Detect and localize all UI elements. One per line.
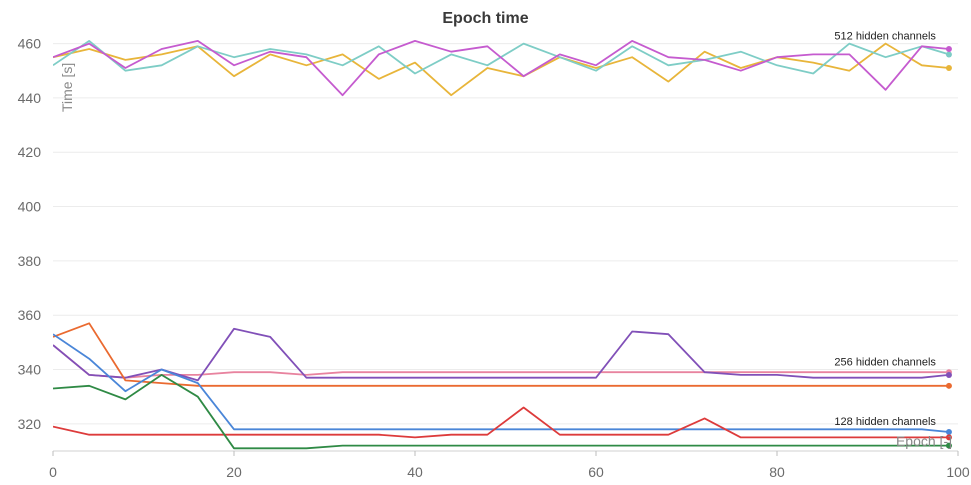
x-tick-label: 100 (946, 464, 970, 480)
x-tick-label: 0 (49, 464, 57, 480)
series-line-8 (53, 406, 949, 439)
x-tick-label: 40 (407, 464, 423, 480)
series-end-point-8 (945, 434, 952, 441)
annotation-label: 128 hidden channels (834, 416, 936, 428)
series-end-point-1 (945, 65, 952, 72)
x-tick-label: 80 (769, 464, 785, 480)
series-end-point-7 (945, 428, 952, 435)
annotation-label: 256 hidden channels (834, 356, 936, 368)
y-tick-label: 400 (18, 199, 42, 215)
series-line-2 (53, 40, 950, 75)
series-line-9 (53, 373, 949, 450)
y-tick-label: 340 (18, 362, 42, 378)
y-tick-label: 460 (18, 36, 42, 52)
x-tick-label: 60 (588, 464, 604, 480)
y-tick-label: 440 (18, 90, 42, 106)
series-end-point-5 (945, 371, 952, 378)
series-line-4 (53, 344, 949, 379)
y-tick-label: 420 (18, 144, 42, 160)
series-line-3 (53, 40, 950, 97)
y-tick-label: 320 (18, 416, 42, 432)
y-axis-title: Time [s] (59, 63, 75, 112)
series-line-6 (53, 322, 949, 387)
series-end-point-2 (945, 51, 952, 58)
chart-title: Epoch time (442, 10, 529, 27)
series-line-1 (53, 42, 950, 97)
series-line-5 (53, 327, 950, 382)
series-line-7 (53, 333, 950, 433)
y-tick-label: 380 (18, 253, 42, 269)
series-end-point-9 (945, 442, 952, 449)
x-tick-label: 20 (226, 464, 242, 480)
x-axis-title: Epoch [-] (896, 433, 952, 449)
series-end-point-6 (945, 382, 952, 389)
y-tick-label: 360 (18, 307, 42, 323)
series-end-point-3 (945, 46, 952, 53)
annotation-label: 512 hidden channels (834, 30, 936, 42)
